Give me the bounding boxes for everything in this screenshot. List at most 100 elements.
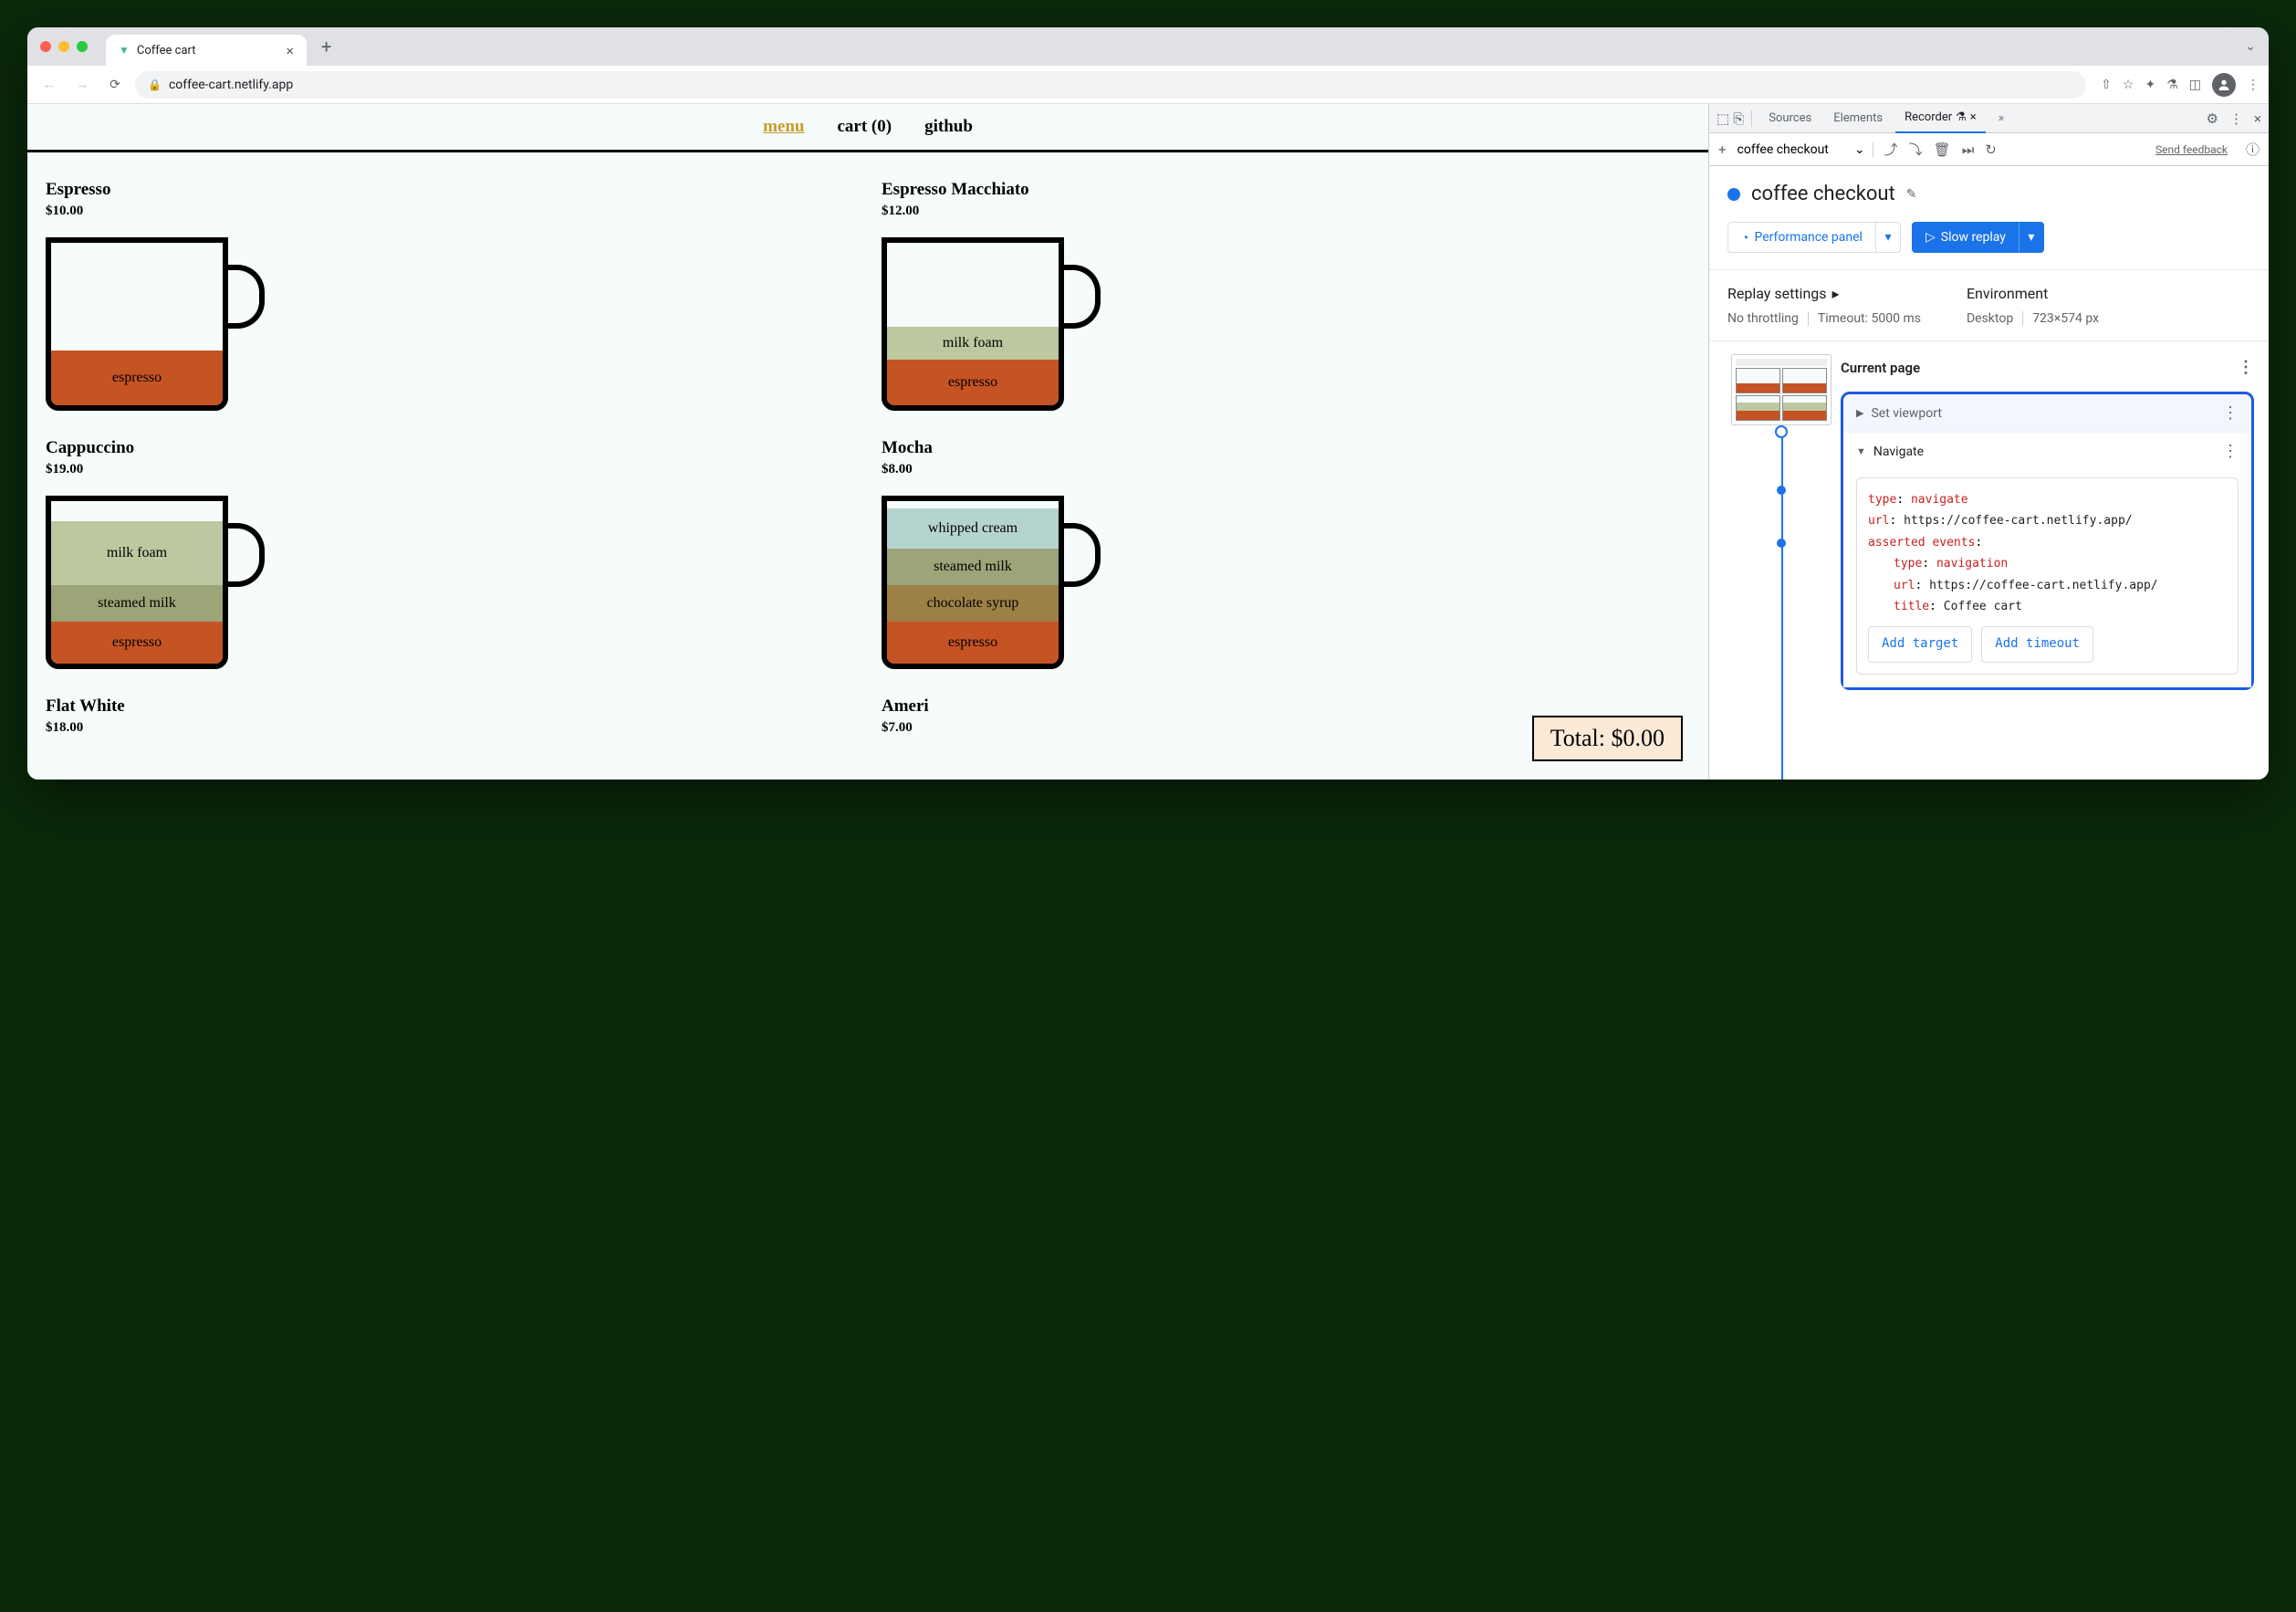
step-over-icon[interactable]: ⏭	[1962, 141, 1975, 158]
product-card[interactable]: Flat White$18.00	[46, 696, 854, 745]
chevron-right-icon: ▸	[1832, 285, 1840, 302]
forward-button[interactable]: →	[69, 72, 95, 98]
performance-dropdown[interactable]: ▾	[1875, 222, 1901, 253]
close-icon[interactable]: ×	[1970, 110, 1977, 124]
devtools-tabs: ⬚ ⎘ Sources Elements Recorder ⚗ × » ⚙ ⋮ …	[1709, 104, 2269, 133]
slow-replay-button[interactable]: ▷ Slow replay	[1912, 222, 2019, 253]
inspect-element-icon[interactable]: ⬚	[1717, 110, 1729, 127]
tab-close-icon[interactable]: ×	[286, 42, 294, 59]
add-timeout-button[interactable]: Add timeout	[1981, 626, 2093, 662]
minimize-window-button[interactable]	[58, 41, 69, 52]
browser-tab[interactable]: ▼ Coffee cart ×	[106, 35, 307, 66]
performance-panel-button[interactable]: ◔ Performance panel	[1727, 222, 1875, 253]
device-toolbar-icon[interactable]: ⎘	[1733, 110, 1744, 127]
step-menu-icon[interactable]: ⋮	[2222, 442, 2239, 461]
export-icon[interactable]: ⤴	[1884, 140, 1898, 159]
close-window-button[interactable]	[40, 41, 51, 52]
product-card[interactable]: Espresso$10.00espresso	[46, 180, 854, 411]
ingredient-layer: espresso	[51, 351, 223, 405]
delete-icon[interactable]: 🗑	[1934, 141, 1951, 158]
product-card[interactable]: Mocha$8.00whipped creamsteamed milkchoco…	[882, 438, 1690, 669]
back-button[interactable]: ←	[37, 72, 62, 98]
reload-button[interactable]: ⟳	[102, 72, 128, 98]
kebab-menu-icon[interactable]: ⋮	[2229, 110, 2243, 127]
ingredient-layer: espresso	[887, 622, 1059, 664]
tab-elements[interactable]: Elements	[1824, 104, 1892, 133]
recorder-toolbar: + coffee checkout ⌄ ⤴ ⤵ 🗑 ⏭ ↻ Send feedb…	[1709, 133, 2269, 166]
devtools-panel: ⬚ ⎘ Sources Elements Recorder ⚗ × » ⚙ ⋮ …	[1708, 104, 2269, 780]
nav-cart[interactable]: cart (0)	[837, 117, 892, 137]
chevron-down-icon: ⌄	[1854, 142, 1865, 157]
replay-settings-heading[interactable]: Replay settings ▸	[1727, 285, 1921, 302]
recording-actions: ◔ Performance panel ▾ ▷ Slow replay ▾	[1709, 222, 2269, 269]
timeline-dot[interactable]	[1775, 425, 1788, 438]
expand-icon: ▶	[1856, 407, 1863, 419]
timeout-value: Timeout: 5000 ms	[1808, 311, 1921, 326]
product-name: Ameri	[882, 696, 1690, 717]
step-menu-icon[interactable]: ⋮	[2222, 403, 2239, 423]
replay-dropdown[interactable]: ▾	[2019, 222, 2044, 253]
step-menu-icon[interactable]: ⋮	[2238, 358, 2254, 377]
cart-total[interactable]: Total: $0.00	[1532, 716, 1683, 761]
recording-select[interactable]: coffee checkout ⌄	[1738, 142, 1873, 157]
timeline	[1722, 429, 1841, 780]
share-icon[interactable]: ⇧	[2101, 78, 2112, 92]
tabs-overflow-icon[interactable]: ⌄	[2245, 39, 2256, 54]
step-detail: type: navigate url: https://coffee-cart.…	[1843, 470, 2251, 687]
add-target-button[interactable]: Add target	[1868, 626, 1972, 662]
more-tabs-icon[interactable]: »	[1989, 104, 2013, 133]
recording-title: coffee checkout	[1751, 183, 1895, 205]
omnibox[interactable]: 🔒 coffee-cart.netlify.app	[135, 71, 2086, 99]
new-tab-button[interactable]: +	[321, 36, 331, 58]
ingredient-layer: milk foam	[51, 521, 223, 585]
timeline-dot[interactable]	[1777, 486, 1786, 495]
nav-menu[interactable]: menu	[763, 117, 804, 137]
step-code: type: navigate url: https://coffee-cart.…	[1856, 477, 2239, 675]
ingredient-layer: steamed milk	[51, 585, 223, 622]
new-recording-icon[interactable]: +	[1718, 141, 1727, 158]
timeline-dot[interactable]	[1777, 539, 1786, 548]
tab-recorder[interactable]: Recorder ⚗ ×	[1895, 104, 1986, 133]
edit-title-icon[interactable]: ✎	[1906, 187, 1917, 202]
product-name: Flat White	[46, 696, 854, 717]
extensions-icon[interactable]: ✦	[2145, 78, 2155, 92]
vue-favicon-icon: ▼	[119, 44, 130, 57]
product-card[interactable]: Espresso Macchiato$12.00milk foamespress…	[882, 180, 1690, 411]
product-price: $8.00	[882, 462, 1690, 477]
product-name: Espresso	[46, 180, 854, 200]
page-content: menu cart (0) github Espresso$10.00espre…	[27, 104, 1708, 780]
bookmark-icon[interactable]: ☆	[2123, 78, 2134, 92]
replay-loop-icon[interactable]: ↻	[1985, 141, 1997, 158]
step-thumbnail[interactable]	[1731, 354, 1832, 425]
help-icon[interactable]: ⓘ	[2246, 140, 2259, 159]
flask-icon: ⚗	[1956, 110, 1967, 124]
ingredient-layer: espresso	[887, 360, 1059, 405]
side-panel-icon[interactable]: ◫	[2189, 78, 2201, 92]
product-card[interactable]: Cappuccino$19.00milk foamsteamed milkesp…	[46, 438, 854, 669]
import-icon[interactable]: ⤵	[1909, 140, 1923, 159]
product-name: Cappuccino	[46, 438, 854, 458]
titlebar: ▼ Coffee cart × + ⌄	[27, 27, 2269, 66]
nav-github[interactable]: github	[924, 117, 973, 137]
profile-avatar[interactable]	[2212, 73, 2236, 97]
steps-area: Current page ⋮ ▶ Set viewport ⋮ ▼ Naviga…	[1709, 341, 2269, 780]
environment-heading: Environment	[1967, 285, 2099, 302]
maximize-window-button[interactable]	[77, 41, 88, 52]
ingredient-layer: whipped cream	[887, 508, 1059, 549]
recording-settings: Replay settings ▸ No throttling Timeout:…	[1709, 269, 2269, 341]
tab-sources[interactable]: Sources	[1759, 104, 1821, 133]
labs-icon[interactable]: ⚗	[2166, 78, 2178, 92]
browser-menu-icon[interactable]: ⋮	[2247, 78, 2259, 92]
close-devtools-icon[interactable]: ×	[2254, 110, 2261, 127]
send-feedback-link[interactable]: Send feedback	[2155, 143, 2228, 156]
address-bar: ← → ⟳ 🔒 coffee-cart.netlify.app ⇧ ☆ ✦ ⚗ …	[27, 66, 2269, 104]
step-set-viewport[interactable]: ▶ Set viewport ⋮	[1843, 394, 2251, 433]
lock-icon: 🔒	[148, 79, 162, 91]
browser-window: ▼ Coffee cart × + ⌄ ← → ⟳ 🔒 coffee-cart.…	[27, 27, 2269, 780]
gauge-icon: ◔	[1741, 230, 1748, 246]
throttling-value: No throttling	[1727, 311, 1799, 326]
url-text: coffee-cart.netlify.app	[169, 78, 293, 92]
ingredient-layer: steamed milk	[887, 549, 1059, 585]
settings-icon[interactable]: ⚙	[2207, 110, 2218, 127]
step-navigate[interactable]: ▼ Navigate ⋮	[1843, 433, 2251, 470]
